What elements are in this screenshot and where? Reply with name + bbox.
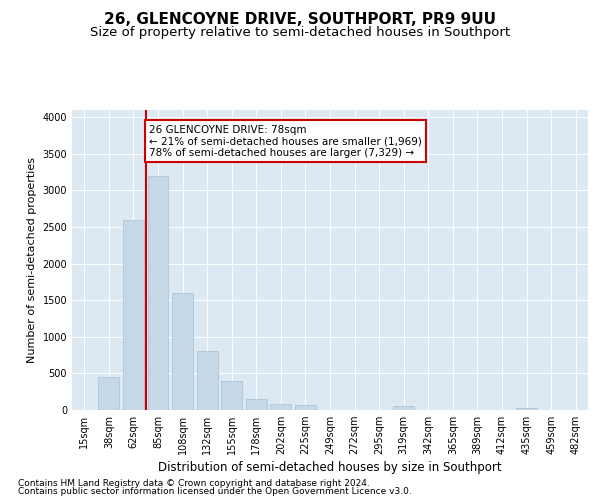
Bar (271, 404, 292, 410)
Bar (221, 380, 242, 410)
Bar (197, 352, 218, 410)
Text: 26 GLENCOYNE DRIVE: 78sqm
← 21% of semi-detached houses are smaller (1,969)
78% : 26 GLENCOYNE DRIVE: 78sqm ← 21% of semi-… (149, 124, 422, 158)
Text: 26, GLENCOYNE DRIVE, SOUTHPORT, PR9 9UU: 26, GLENCOYNE DRIVE, SOUTHPORT, PR9 9UU (104, 12, 496, 28)
Text: Contains HM Land Registry data © Crown copyright and database right 2024.: Contains HM Land Registry data © Crown c… (18, 478, 370, 488)
Bar (148, 176, 169, 410)
Bar (246, 399, 267, 410)
Bar (393, 406, 414, 410)
Bar (98, 377, 119, 410)
X-axis label: Distribution of semi-detached houses by size in Southport: Distribution of semi-detached houses by … (158, 462, 502, 474)
Bar (123, 220, 144, 410)
Y-axis label: Number of semi-detached properties: Number of semi-detached properties (27, 157, 37, 363)
Text: Contains public sector information licensed under the Open Government Licence v3: Contains public sector information licen… (18, 487, 412, 496)
Text: Size of property relative to semi-detached houses in Southport: Size of property relative to semi-detach… (90, 26, 510, 39)
Bar (172, 293, 193, 410)
Bar (295, 405, 316, 410)
Bar (516, 408, 537, 410)
